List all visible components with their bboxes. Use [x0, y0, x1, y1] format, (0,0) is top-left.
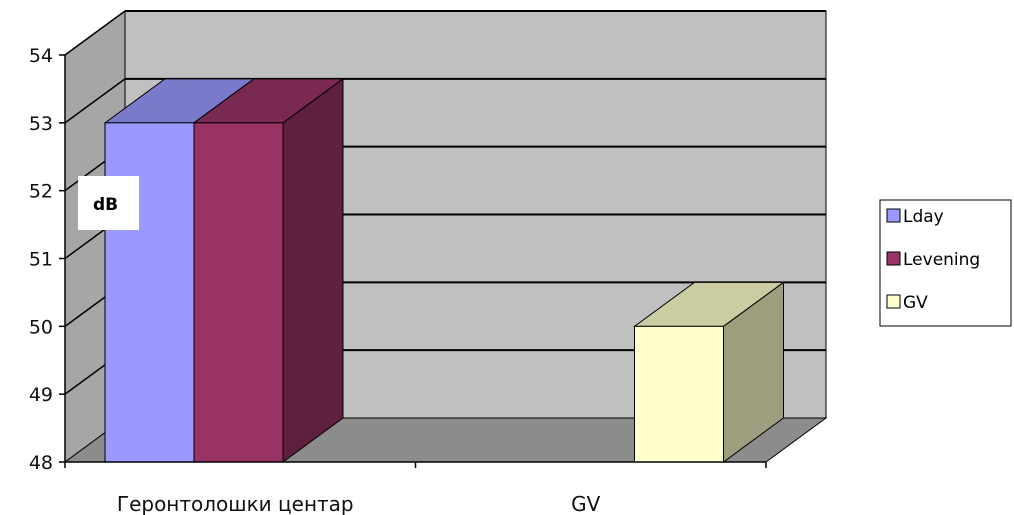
x-category-label: Геронтолошки центар: [117, 492, 354, 515]
x-axis-labels: Геронтолошки центар GV: [64, 461, 767, 515]
unit-label-box: dB: [78, 176, 139, 230]
y-axis-ticks: 48 49 50 51 52 53 54: [29, 45, 66, 474]
legend-label: GV: [903, 293, 928, 313]
y-tick-label: 54: [29, 45, 53, 67]
x-category-label: GV: [571, 492, 600, 515]
legend-swatch: [886, 294, 901, 309]
y-tick-label: 50: [29, 316, 53, 338]
y-tick-label: 53: [29, 113, 53, 135]
legend-label: Levening: [903, 250, 980, 270]
gridline-side: [64, 10, 126, 56]
legend-label: Lday: [903, 207, 944, 227]
y-tick-label: 48: [29, 452, 53, 474]
bar-levening: [192, 77, 345, 463]
y-tick-label: 51: [29, 249, 53, 271]
gridline-side: [64, 78, 126, 124]
legend-swatch: [886, 208, 901, 223]
chart-bars: [103, 77, 786, 463]
legend: Lday Levening GV: [879, 199, 1012, 327]
y-tick-label: 49: [29, 384, 53, 406]
unit-label: dB: [93, 195, 118, 215]
legend-swatch: [886, 251, 901, 266]
bar-gv: [632, 281, 786, 463]
y-tick-label: 52: [29, 181, 53, 203]
